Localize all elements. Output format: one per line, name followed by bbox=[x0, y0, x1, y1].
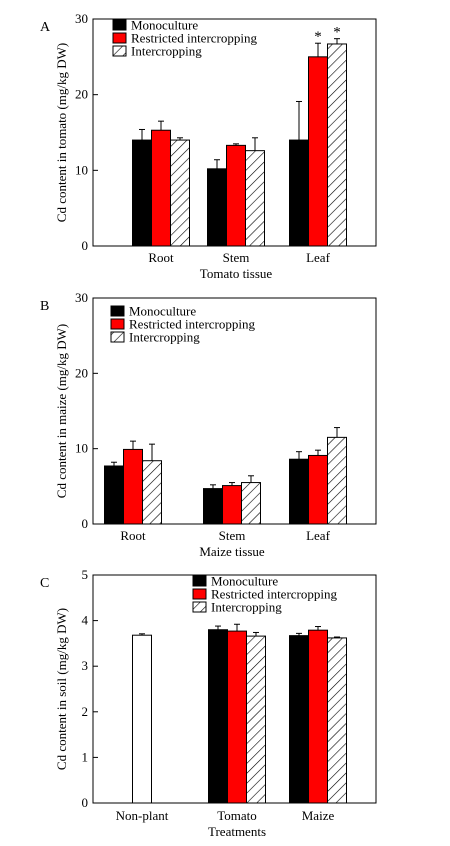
y-tick-label: 20 bbox=[75, 365, 88, 380]
category-label-stem: Stem bbox=[219, 528, 246, 543]
legend-swatch-monoculture bbox=[110, 305, 125, 317]
bar-restricted-intercropping-stem bbox=[222, 485, 242, 525]
y-tick-label: 5 bbox=[82, 567, 89, 582]
bar-restricted-intercropping-leaf bbox=[308, 454, 328, 525]
bar-monoculture-stem bbox=[207, 168, 227, 247]
y-tick-label: 20 bbox=[75, 87, 88, 102]
category-label-root: Root bbox=[148, 250, 174, 265]
legend-swatch-intercropping bbox=[110, 331, 125, 343]
bar-monoculture-leaf bbox=[289, 458, 309, 525]
legend-entry-monoculture: Monoculture bbox=[131, 18, 198, 33]
legend-swatch-restricted-intercropping bbox=[112, 32, 127, 44]
bar-monoculture-tomato bbox=[208, 629, 228, 804]
legend-entry-restricted-intercropping: Restricted intercropping bbox=[131, 31, 257, 46]
x-axis-label: Tomato tissue bbox=[200, 266, 273, 281]
panel-letter: B bbox=[40, 299, 49, 314]
chart-panel-a: A 0 10 20 30 Cd content in tomato (mg/kg DW) R… bbox=[40, 11, 377, 281]
legend-entry-monoculture: Monoculture bbox=[129, 304, 196, 319]
legend-entry-intercropping: Intercropping bbox=[129, 330, 200, 345]
y-tick-label: 30 bbox=[75, 11, 88, 26]
bar-intercropping-maize bbox=[327, 637, 347, 804]
bar-monoculture-root bbox=[132, 139, 152, 247]
y-tick-label: 0 bbox=[82, 238, 89, 253]
y-tick-label: 3 bbox=[82, 658, 89, 673]
legend-entry-intercropping: Intercropping bbox=[211, 600, 282, 615]
x-axis-label: Treatments bbox=[208, 824, 266, 839]
y-tick-label: 10 bbox=[75, 162, 88, 177]
y-axis-label: Cd content in soil (mg/kg DW) bbox=[54, 608, 69, 770]
x-axis-label: Maize tissue bbox=[199, 544, 265, 559]
category-label-leaf: Leaf bbox=[306, 250, 330, 265]
legend-swatch-intercropping bbox=[192, 601, 207, 613]
legend-swatch-monoculture bbox=[112, 19, 127, 31]
bar-restricted-intercropping-tomato bbox=[227, 630, 247, 804]
legend-entry-restricted-intercropping: Restricted intercropping bbox=[211, 587, 337, 602]
category-label-leaf: Leaf bbox=[306, 528, 330, 543]
legend-entry-restricted-intercropping: Restricted intercropping bbox=[129, 317, 255, 332]
bar-non-plant bbox=[132, 634, 152, 804]
bar-restricted-intercropping-root bbox=[123, 448, 143, 525]
bar-monoculture-root bbox=[104, 465, 124, 525]
y-axis-label: Cd content in maize (mg/kg DW) bbox=[54, 324, 69, 498]
chart-panel-b: B 0 10 20 30 Cd content in maize (mg/kg DW) Ro… bbox=[40, 290, 377, 559]
y-tick-label: 0 bbox=[82, 516, 89, 531]
bar-intercropping-leaf bbox=[327, 436, 347, 525]
y-tick-label: 4 bbox=[82, 613, 89, 628]
bar-intercropping-stem bbox=[241, 482, 261, 525]
legend-swatch-monoculture bbox=[192, 575, 207, 587]
bar-intercropping-stem bbox=[245, 150, 265, 247]
bar-intercropping-tomato bbox=[246, 635, 266, 804]
bar-restricted-intercropping-root bbox=[151, 129, 171, 247]
category-label-maize: Maize bbox=[302, 808, 335, 823]
bar-monoculture-stem bbox=[203, 488, 223, 525]
y-tick-label: 2 bbox=[82, 704, 89, 719]
panel-letter: C bbox=[40, 576, 49, 591]
legend-entry-monoculture: Monoculture bbox=[211, 574, 278, 589]
y-tick-label: 10 bbox=[75, 441, 88, 456]
legend-swatch-intercropping bbox=[112, 45, 127, 57]
bar-intercropping-leaf bbox=[327, 43, 347, 247]
bar-restricted-intercropping-maize bbox=[308, 629, 328, 804]
y-axis-label: Cd content in tomato (mg/kg DW) bbox=[54, 43, 69, 222]
legend-swatch-restricted-intercropping bbox=[110, 318, 125, 330]
y-tick-label: 30 bbox=[75, 290, 88, 305]
bar-restricted-intercropping-stem bbox=[226, 144, 246, 247]
panel-letter: A bbox=[40, 20, 51, 35]
bar-intercropping-root bbox=[170, 139, 190, 247]
significance-mark: * bbox=[314, 29, 322, 45]
category-label-stem: Stem bbox=[223, 250, 250, 265]
legend-swatch-restricted-intercropping bbox=[192, 588, 207, 600]
category-label-non-plant: Non-plant bbox=[116, 808, 169, 823]
bar-intercropping-root bbox=[142, 460, 162, 525]
chart-panel-c: C 0 1 2 3 4 5 Cd content in soil (mg/kg DW) Non-… bbox=[40, 567, 377, 839]
significance-mark: * bbox=[333, 25, 341, 41]
category-label-root: Root bbox=[120, 528, 146, 543]
y-tick-label: 1 bbox=[82, 749, 89, 764]
category-label-tomato: Tomato bbox=[217, 808, 257, 823]
bar-restricted-intercropping-leaf bbox=[308, 56, 328, 247]
legend-entry-intercropping: Intercropping bbox=[131, 44, 202, 59]
bar-monoculture-maize bbox=[289, 635, 309, 804]
bar-monoculture-leaf bbox=[289, 139, 309, 247]
y-tick-label: 0 bbox=[82, 795, 89, 810]
